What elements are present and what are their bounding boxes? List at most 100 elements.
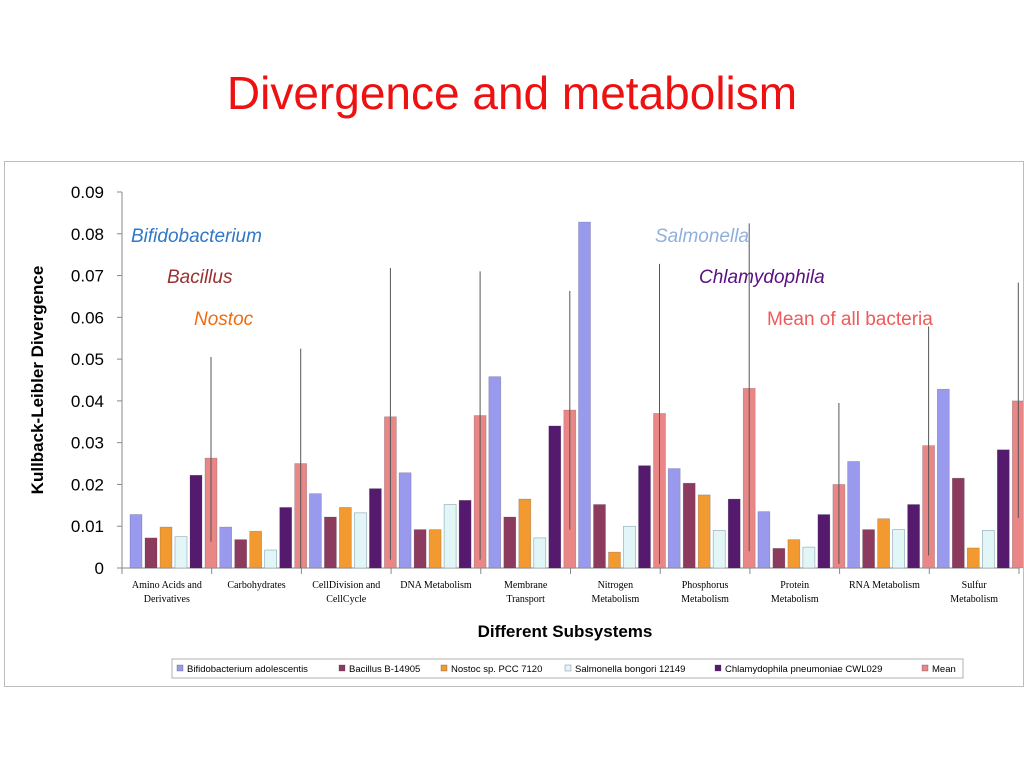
bar	[488, 376, 502, 569]
annotation-label: Nostoc	[194, 309, 254, 330]
legend-entry-label: Bifidobacterium adolescentis	[187, 664, 308, 675]
bar	[279, 507, 293, 569]
bar	[862, 529, 875, 569]
x-category-label: Membrane	[504, 580, 548, 591]
bar	[578, 221, 591, 569]
x-category-label: RNA Metabolism	[849, 580, 920, 591]
y-tick-label: 0.03	[71, 434, 104, 453]
x-category-label: CellDivision and	[312, 580, 380, 591]
bar	[369, 488, 382, 569]
legend-swatch	[440, 664, 448, 672]
x-category-label: DNA Metabolism	[400, 580, 472, 591]
bar	[936, 388, 950, 569]
bar	[966, 547, 980, 569]
annotation-label: Bacillus	[167, 267, 233, 288]
legend-entry-label: Chlamydophila pneumoniae CWL029	[725, 664, 882, 675]
bar	[727, 498, 741, 569]
legend-swatch	[921, 664, 929, 672]
bar	[398, 472, 412, 569]
x-category-label: Protein	[780, 580, 809, 591]
x-axis-title: Different Subsystems	[478, 622, 653, 641]
y-tick-label: 0.07	[71, 267, 104, 286]
bar	[638, 465, 651, 569]
bar	[234, 539, 247, 569]
bar	[309, 493, 322, 569]
y-tick-label: 0.09	[71, 183, 104, 202]
slide-title: Divergence and metabolism	[226, 67, 798, 119]
y-tick-label: 0.08	[71, 225, 104, 244]
bar	[413, 529, 427, 569]
y-tick-label: 0.06	[71, 308, 104, 327]
x-category-label: Metabolism	[771, 594, 819, 605]
bar	[951, 477, 965, 569]
annotation-label: Chlamydophila	[699, 267, 825, 288]
bar	[593, 504, 606, 569]
bar	[877, 518, 890, 569]
bar	[174, 536, 188, 569]
bar	[772, 548, 786, 569]
bar	[817, 514, 831, 569]
bar	[757, 511, 771, 569]
bar	[907, 504, 920, 569]
bar	[892, 529, 905, 569]
x-category-label: Transport	[506, 594, 545, 605]
bar	[249, 530, 262, 569]
bar	[518, 498, 532, 569]
bar	[682, 482, 696, 569]
legend-swatch	[714, 664, 722, 672]
legend-entry-label: Nostoc sp. PCC 7120	[451, 664, 542, 675]
bar	[503, 516, 517, 569]
x-category-label: Derivatives	[144, 594, 190, 605]
bar-chart: 0 0.01 0.02 0.03 0.04 0.05 0.06 0.07 0.08 0.09 Ami…	[28, 183, 1023, 679]
y-tick-label: 0.02	[71, 475, 104, 494]
x-category-label: CellCycle	[326, 594, 367, 605]
y-tick-label: 0	[95, 559, 104, 578]
y-axis-title: Kullback-Leibler Divergence	[28, 266, 47, 495]
bar	[189, 474, 203, 569]
bar	[264, 549, 278, 569]
legend-swatch	[176, 664, 184, 672]
x-category-label: Amino Acids and	[132, 580, 202, 591]
legend-entry-label: Salmonella bongori 12149	[575, 664, 685, 675]
legend-swatch	[338, 664, 346, 672]
bar	[847, 461, 860, 569]
bar	[787, 539, 801, 569]
bar	[458, 500, 472, 569]
bar	[144, 537, 158, 569]
x-category-label: Sulfur	[962, 580, 988, 591]
chart-frame: 0 0.01 0.02 0.03 0.04 0.05 0.06 0.07 0.08 0.09 Ami…	[4, 161, 1024, 687]
legend-swatch	[564, 664, 572, 672]
bar	[667, 468, 681, 569]
x-category-label: Carbohydrates	[227, 580, 285, 591]
x-category-label: Phosphorus	[682, 580, 729, 591]
bar	[697, 494, 711, 569]
bar	[712, 530, 726, 569]
y-tick-label: 0.04	[71, 392, 104, 411]
bar	[996, 449, 1010, 569]
legend-entry-label: Mean	[932, 664, 956, 675]
bar	[324, 516, 337, 569]
bar	[443, 504, 457, 569]
legend-entry-label: Bacillus B-14905	[349, 664, 420, 675]
bar	[339, 507, 352, 569]
bar	[1011, 400, 1023, 569]
x-category-label: Metabolism	[950, 594, 998, 605]
annotation-label: Salmonella	[655, 226, 749, 247]
annotation-label: Mean of all bacteria	[767, 309, 933, 330]
bar	[981, 530, 995, 569]
bar	[354, 512, 367, 569]
bar	[159, 526, 173, 569]
x-category-label: Metabolism	[591, 594, 639, 605]
annotation-label: Bifidobacterium	[131, 226, 262, 247]
x-category-label: Metabolism	[681, 594, 729, 605]
bar	[623, 525, 636, 569]
bar	[533, 537, 547, 569]
x-category-label: Nitrogen	[598, 580, 634, 591]
bar	[802, 546, 816, 569]
bar	[428, 529, 442, 569]
y-tick-label: 0.01	[71, 517, 104, 536]
bar	[129, 514, 143, 569]
bar	[548, 425, 562, 569]
bar	[608, 551, 621, 569]
y-tick-label: 0.05	[71, 350, 104, 369]
